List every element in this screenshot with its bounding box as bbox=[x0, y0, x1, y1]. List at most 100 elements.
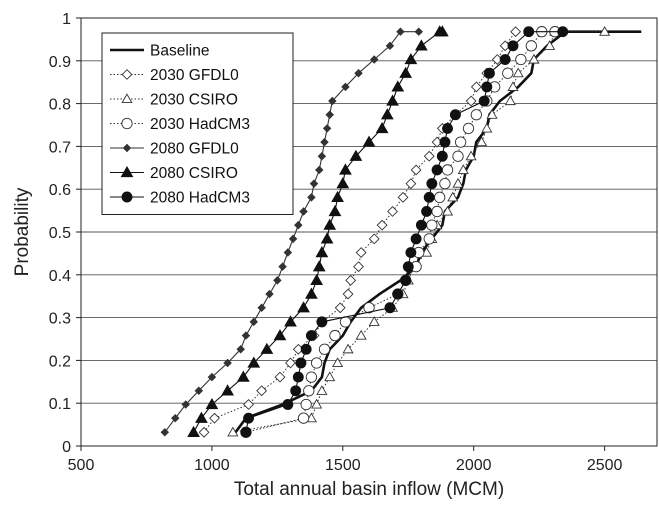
data-point bbox=[380, 108, 394, 120]
data-point bbox=[300, 343, 312, 355]
data-point bbox=[544, 40, 556, 50]
data-point bbox=[384, 302, 396, 314]
data-point bbox=[295, 357, 307, 369]
data-point bbox=[465, 95, 477, 107]
data-point bbox=[399, 66, 413, 78]
legend-item-2080-csiro: 2080 CSIRO bbox=[110, 165, 238, 182]
data-point bbox=[447, 191, 459, 202]
data-point bbox=[240, 426, 252, 438]
data-point bbox=[507, 81, 519, 91]
data-point bbox=[297, 412, 310, 424]
data-point bbox=[195, 411, 208, 423]
data-point bbox=[426, 178, 438, 190]
y-tick-label: 0.1 bbox=[49, 396, 71, 413]
data-point bbox=[282, 399, 294, 410]
data-point bbox=[442, 122, 453, 134]
data-point bbox=[205, 397, 219, 410]
legend-marker bbox=[121, 117, 133, 130]
data-point bbox=[599, 25, 611, 36]
data-point bbox=[431, 164, 443, 176]
legend-label: 2030 CSIRO bbox=[150, 92, 238, 109]
data-point bbox=[198, 426, 210, 438]
data-point bbox=[331, 190, 344, 202]
data-point bbox=[528, 53, 540, 64]
data-point bbox=[290, 385, 302, 397]
data-point bbox=[236, 370, 250, 382]
data-point bbox=[243, 412, 255, 424]
y-tick-label: 1 bbox=[62, 11, 71, 28]
y-tick-label: 0.5 bbox=[49, 225, 71, 242]
data-point bbox=[274, 371, 286, 383]
data-point bbox=[160, 428, 170, 437]
legend-label: 2030 HadCM3 bbox=[150, 116, 250, 133]
data-point bbox=[323, 218, 337, 230]
data-point bbox=[483, 67, 495, 79]
data-point bbox=[405, 247, 417, 258]
y-tick-label: 0.4 bbox=[49, 268, 71, 285]
data-point bbox=[342, 288, 354, 300]
data-point bbox=[368, 233, 380, 245]
data-point bbox=[273, 329, 287, 341]
data-point bbox=[481, 122, 493, 133]
data-point bbox=[441, 164, 454, 176]
data-point bbox=[355, 247, 367, 258]
data-point bbox=[284, 315, 297, 327]
data-point bbox=[316, 316, 328, 328]
data-point bbox=[452, 150, 464, 162]
data-point bbox=[257, 303, 266, 312]
data-point bbox=[187, 425, 200, 437]
data-point bbox=[510, 26, 522, 38]
data-point bbox=[423, 150, 435, 162]
data-point bbox=[426, 219, 438, 231]
data-point bbox=[512, 67, 524, 78]
data-point bbox=[396, 27, 405, 36]
x-tick-label: 1500 bbox=[325, 457, 361, 474]
legend-label: 2080 GFDL0 bbox=[150, 141, 239, 158]
legend-item-baseline: Baseline bbox=[110, 43, 209, 60]
data-point bbox=[307, 193, 316, 202]
data-point bbox=[329, 329, 341, 342]
data-point bbox=[354, 68, 363, 78]
data-point bbox=[486, 109, 498, 119]
data-point bbox=[312, 260, 326, 272]
data-point bbox=[410, 233, 422, 245]
data-point bbox=[345, 274, 357, 286]
data-point bbox=[305, 371, 318, 383]
x-tick-label: 500 bbox=[68, 457, 95, 474]
data-point bbox=[309, 179, 319, 188]
data-point bbox=[410, 164, 422, 176]
data-point bbox=[439, 177, 451, 190]
data-point bbox=[402, 261, 414, 273]
data-point bbox=[315, 165, 324, 175]
data-point bbox=[339, 163, 352, 175]
data-point bbox=[441, 205, 454, 216]
x-tick-label: 1000 bbox=[194, 457, 230, 474]
data-point bbox=[316, 385, 328, 395]
data-point bbox=[305, 330, 317, 342]
data-point bbox=[470, 109, 482, 121]
data-point bbox=[423, 233, 435, 245]
data-point bbox=[515, 53, 527, 66]
y-tick-label: 0.3 bbox=[49, 311, 71, 328]
series-layer bbox=[160, 25, 642, 438]
data-point bbox=[320, 137, 329, 147]
data-point bbox=[311, 398, 323, 409]
legend-label: 2080 HadCM3 bbox=[150, 190, 250, 207]
data-point bbox=[315, 246, 329, 258]
legend-marker bbox=[120, 165, 134, 178]
data-point bbox=[449, 109, 461, 121]
data-point bbox=[414, 27, 423, 36]
data-point bbox=[320, 232, 334, 244]
data-point bbox=[386, 94, 399, 106]
data-point bbox=[297, 301, 310, 313]
data-point bbox=[194, 386, 204, 396]
data-point bbox=[328, 96, 337, 106]
data-point bbox=[499, 54, 511, 65]
y-axis-ticks: 0 0.1 0.2 0.3 0.4 0.5 0.6 0.7 0.8 0.9 1 bbox=[49, 11, 81, 456]
data-point bbox=[322, 124, 332, 133]
data-point bbox=[397, 191, 409, 203]
data-point bbox=[310, 273, 324, 286]
legend: Baseline 2030 GFDL0 2030 CSIRO 2030 HadCM3 2… bbox=[101, 32, 294, 215]
legend-marker bbox=[121, 69, 133, 80]
legend-marker bbox=[122, 143, 132, 153]
